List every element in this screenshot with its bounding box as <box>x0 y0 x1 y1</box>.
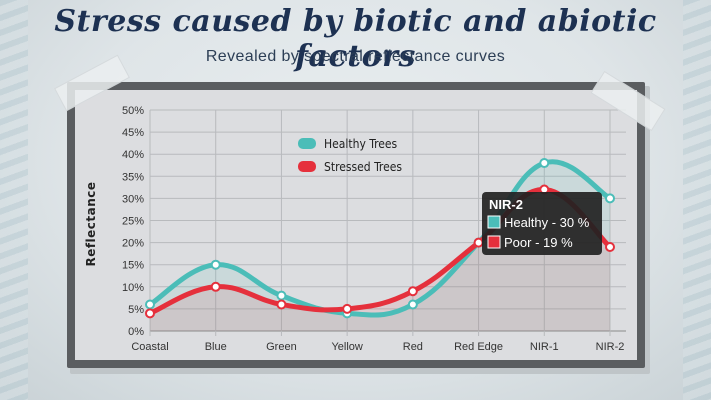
x-tick-label: Blue <box>205 341 227 353</box>
x-tick-label: Coastal <box>131 341 168 353</box>
y-tick-label: 10% <box>122 282 144 294</box>
y-tick-label: 5% <box>128 304 144 316</box>
stressed-data-point[interactable] <box>210 281 221 292</box>
legend-swatch-healthy <box>298 138 316 149</box>
x-tick-label: Red <box>403 341 423 353</box>
y-axis-tick-labels: 0% 5% 10% 15% 20% 25% 30% 35% 40% 45% 50% <box>122 105 144 338</box>
tooltip: NIR-2 Healthy - 30 % Poor - 19 % <box>482 192 602 255</box>
y-tick-label: 40% <box>122 149 144 161</box>
y-tick-label: 30% <box>122 193 144 205</box>
y-tick-label: 50% <box>122 105 144 117</box>
healthy-data-point[interactable] <box>407 299 418 310</box>
healthy-data-point[interactable] <box>276 290 287 301</box>
grid-layer <box>149 109 626 336</box>
x-tick-label: NIR-1 <box>530 341 559 353</box>
page-subtitle: Revealed by spectral reflectance curves <box>205 48 506 65</box>
stressed-data-point[interactable] <box>342 303 353 314</box>
tooltip-swatch-stressed <box>487 235 501 249</box>
healthy-trees-line <box>147 159 613 318</box>
y-tick-label: 20% <box>122 238 144 250</box>
x-tick-label: NIR-2 <box>596 341 625 353</box>
x-tick-label: Green <box>266 341 297 353</box>
y-axis-title: Reflectance <box>84 181 98 266</box>
tooltip-line-stressed: Poor - 19 % <box>504 235 573 250</box>
healthy-data-point[interactable] <box>210 259 221 270</box>
page-title: Stress caused by biotic and abiotic fact… <box>54 4 657 74</box>
background-texture-right <box>683 0 711 400</box>
y-tick-label: 45% <box>122 127 144 139</box>
tooltip-title: NIR-2 <box>489 197 523 212</box>
y-tick-label: 15% <box>122 260 144 272</box>
stressed-data-point[interactable] <box>145 308 155 319</box>
healthy-data-point[interactable] <box>145 299 155 310</box>
legend-label-healthy: Healthy Trees <box>324 137 398 151</box>
x-tick-label: Yellow <box>331 341 362 353</box>
healthy-data-point[interactable] <box>605 193 615 204</box>
legend[interactable]: Healthy Trees Stressed Trees <box>298 137 402 174</box>
y-tick-label: 0% <box>128 326 144 338</box>
legend-swatch-stressed <box>298 161 316 172</box>
y-tick-label: 25% <box>122 216 144 228</box>
tooltip-background <box>482 192 602 255</box>
stressed-data-point[interactable] <box>407 286 418 297</box>
healthy-data-point[interactable] <box>539 158 550 169</box>
stressed-data-point[interactable] <box>473 237 484 248</box>
tooltip-swatch-healthy <box>487 215 501 229</box>
legend-label-stressed: Stressed Trees <box>324 160 402 174</box>
background-texture-left <box>0 0 28 400</box>
tooltip-line-healthy: Healthy - 30 % <box>504 215 590 230</box>
x-axis-tick-labels: Coastal Blue Green Yellow Red Red Edge NIR-1 NI… <box>131 341 624 353</box>
x-tick-label: Red Edge <box>454 341 503 353</box>
stressed-data-point[interactable] <box>276 299 287 310</box>
points-layer <box>145 158 615 319</box>
stressed-data-point[interactable] <box>605 242 615 253</box>
stressed-area-fill <box>150 189 610 331</box>
y-tick-label: 35% <box>122 171 144 183</box>
